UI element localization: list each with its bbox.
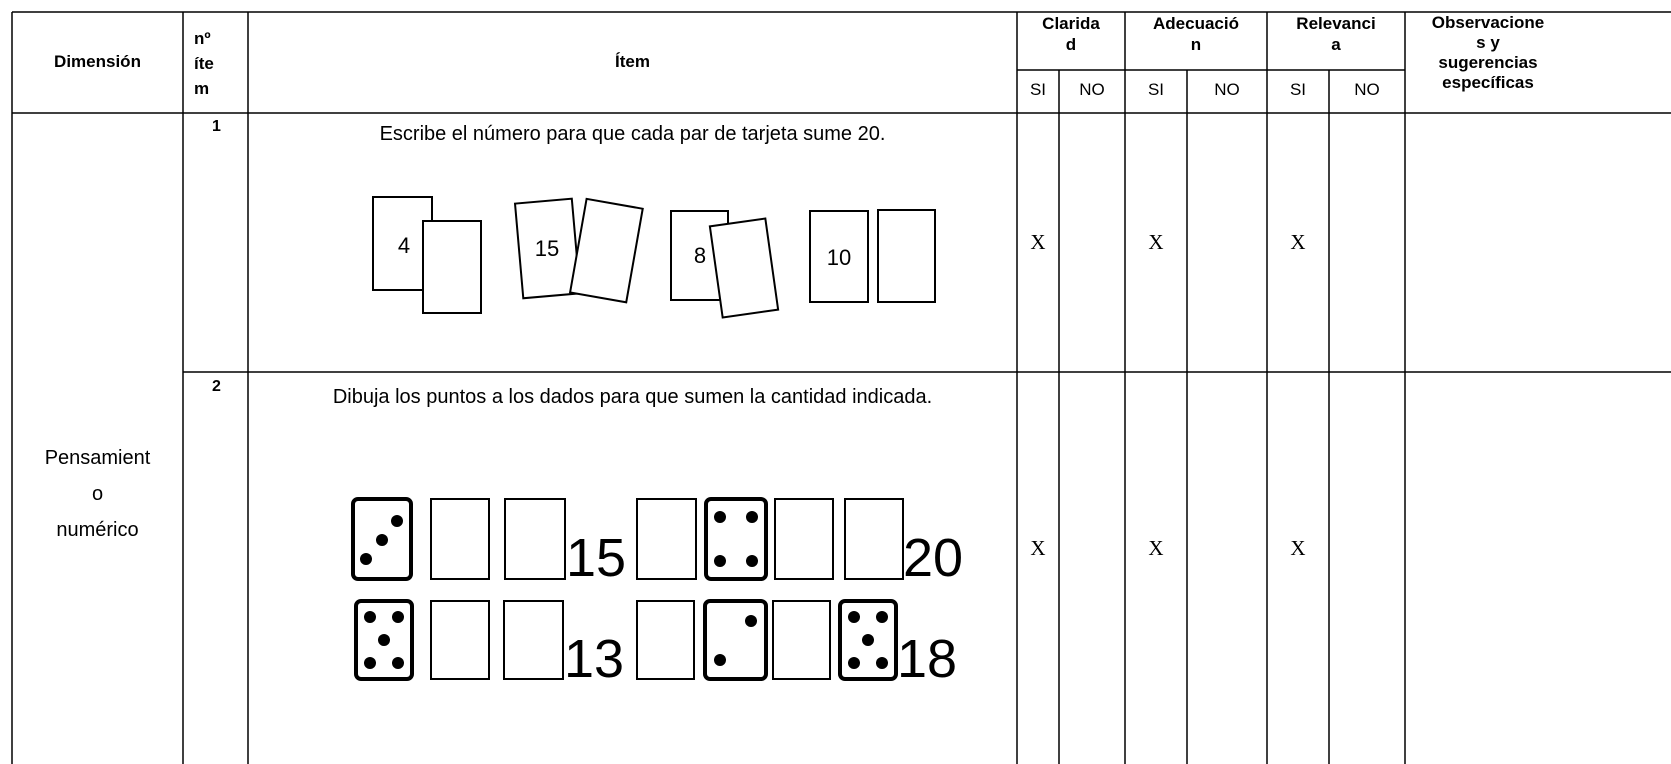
header-yes: SI bbox=[1147, 80, 1165, 99]
header-no: NO bbox=[1354, 80, 1380, 99]
header-criterion: Adecuació n bbox=[1153, 14, 1239, 54]
mark: X bbox=[1030, 230, 1046, 254]
mark: X bbox=[1148, 536, 1164, 560]
dice bbox=[351, 497, 904, 681]
sum-number: 13 bbox=[564, 629, 624, 689]
card-number: 10 bbox=[827, 245, 851, 270]
item-instruction: Dibuja los puntos a los dados para que s… bbox=[332, 386, 933, 408]
header-criterion: Relevanci a bbox=[1296, 14, 1376, 54]
dimension-name: Pensamient o numérico bbox=[44, 447, 151, 541]
sum-number: 20 bbox=[903, 528, 963, 588]
card-number: 4 bbox=[398, 233, 410, 258]
header-no: NO bbox=[1214, 80, 1240, 99]
card-numbers: 4 15 8 10 bbox=[398, 233, 851, 270]
mark: X bbox=[1030, 536, 1046, 560]
table-grid bbox=[11, 11, 1671, 764]
header-yes: SI bbox=[1029, 80, 1047, 99]
item-number: 1 bbox=[212, 118, 221, 135]
header-criterion: Clarida d bbox=[1042, 14, 1100, 54]
header-yes: SI bbox=[1289, 80, 1307, 99]
header-item-number: nº íte m bbox=[194, 29, 214, 98]
mark: X bbox=[1290, 230, 1306, 254]
dice-dots bbox=[360, 511, 888, 669]
mark: X bbox=[1148, 230, 1164, 254]
header-no: NO bbox=[1079, 80, 1105, 99]
mark: X bbox=[1290, 536, 1306, 560]
dice-sums: 15 20 13 18 bbox=[564, 528, 963, 689]
card-number: 15 bbox=[535, 236, 559, 261]
header-observations: Observacione s y sugerencias específicas bbox=[1431, 13, 1545, 92]
header-item: Ítem bbox=[615, 52, 650, 71]
cards bbox=[372, 196, 936, 319]
sum-number: 15 bbox=[566, 528, 626, 588]
card-number: 8 bbox=[694, 243, 706, 268]
header-dimension: Dimensión bbox=[54, 52, 141, 71]
item-instruction: Escribe el número para que cada par de t… bbox=[379, 123, 886, 145]
item-number: 2 bbox=[212, 378, 221, 395]
sum-number: 18 bbox=[897, 629, 957, 689]
